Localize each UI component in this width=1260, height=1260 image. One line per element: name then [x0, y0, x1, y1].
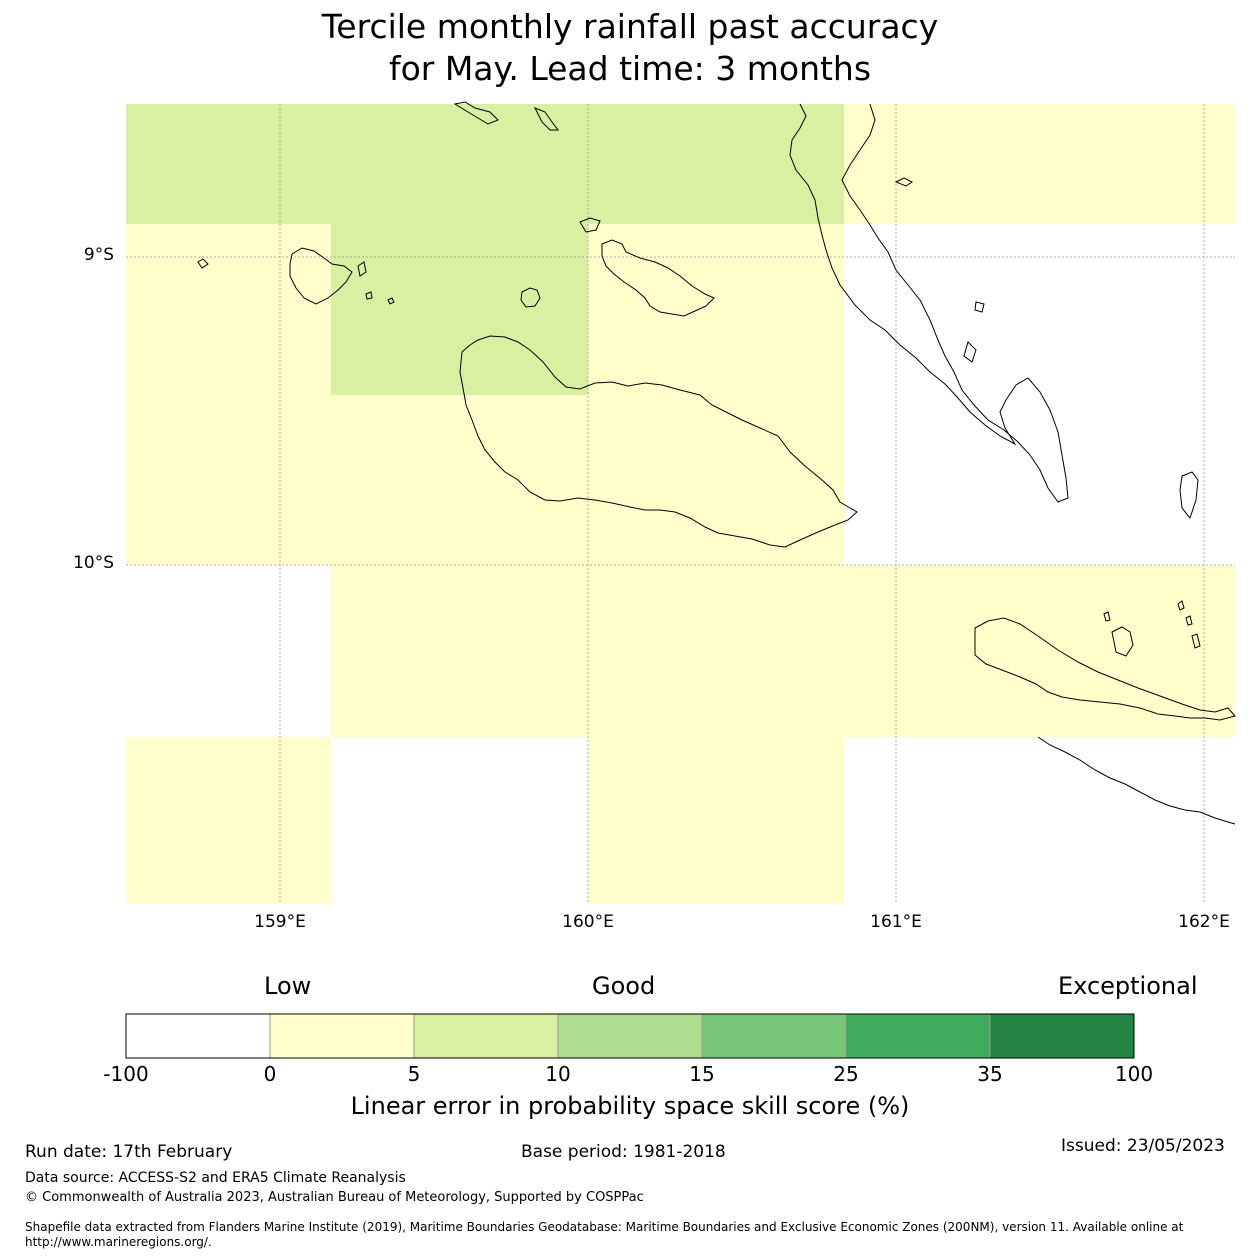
colorbar-tick: 10 [545, 1062, 571, 1086]
coastline-florida-islands [601, 239, 715, 317]
colorbar-tick: -100 [103, 1062, 149, 1086]
colorbar-swatch [558, 1014, 702, 1058]
coastlines [197, 101, 1236, 825]
colorbar-swatch [270, 1014, 414, 1058]
legend-category-low: Low [264, 972, 312, 1000]
colorbar-tick: 100 [1114, 1062, 1154, 1086]
colorbar-tick: 25 [833, 1062, 859, 1086]
colorbar-swatch [414, 1014, 558, 1058]
lon-label-161e: 161°E [870, 912, 922, 932]
grid-cell [331, 224, 588, 395]
title-line-1: Tercile monthly rainfall past accuracy [321, 7, 939, 46]
coastline-islet [963, 341, 977, 363]
grid-cell [126, 104, 844, 224]
coastline-islet [533, 107, 559, 131]
lon-label-159e: 159°E [254, 912, 306, 932]
colorbar-title: Linear error in probability space skill … [350, 1092, 910, 1120]
grid-cell [126, 737, 331, 904]
copyright: © Commonwealth of Australia 2023, Austra… [25, 1190, 644, 1205]
coastline-russell-islands [289, 247, 353, 305]
coastline-islet [365, 291, 373, 300]
coastline-islet [1179, 471, 1199, 520]
coastline-islet [974, 301, 985, 313]
title-line-2: for May. Lead time: 3 months [388, 49, 872, 88]
colorbar-swatch [126, 1014, 270, 1058]
coastline-islet [1177, 600, 1185, 611]
coastline-south-coast [1037, 736, 1236, 825]
data-source: Data source: ACCESS-S2 and ERA5 Climate … [25, 1170, 406, 1186]
grid-cell [588, 737, 844, 904]
lon-label-162e: 162°E [1178, 912, 1230, 932]
coastline-islet [1111, 626, 1134, 657]
run-date: Run date: 17th February [25, 1142, 233, 1162]
lat-label-10s: 10°S [73, 553, 114, 573]
lon-label-160e: 160°E [562, 912, 614, 932]
grid-cell [126, 224, 331, 565]
colorbar-frame [125, 1013, 1135, 1059]
coastline-islet [1191, 633, 1201, 649]
chart-title: Tercile monthly rainfall past accuracy f… [0, 6, 1260, 90]
legend-category-exceptional: Exceptional [1058, 972, 1198, 1000]
colorbar-tick: 0 [263, 1062, 277, 1086]
coastline-guadalcanal [459, 335, 858, 548]
coastline-islet [357, 261, 367, 277]
coastline-islet [894, 177, 913, 187]
colorbar-tick: 15 [689, 1062, 715, 1086]
coastline-malaita [789, 103, 1069, 503]
colorbar-swatch [846, 1014, 990, 1058]
skill-grid [126, 104, 1235, 904]
legend-category-good: Good [592, 972, 656, 1000]
colorbar-swatch [702, 1014, 846, 1058]
coastline-savo [520, 287, 541, 308]
grid-cell [588, 224, 844, 395]
colorbar-tick: 35 [977, 1062, 1003, 1086]
base-period: Base period: 1981-2018 [521, 1142, 726, 1162]
colorbar-tick: 5 [407, 1062, 421, 1086]
graticule [126, 104, 1235, 904]
grid-cell [331, 395, 844, 565]
colorbar-swatch [990, 1014, 1134, 1058]
lat-label-9s: 9°S [83, 245, 114, 265]
coastline-islet [1103, 611, 1111, 622]
shapefile-credit: Shapefile data extracted from Flanders M… [25, 1220, 1184, 1249]
coastline-islet [387, 297, 395, 305]
grid-cell [844, 104, 1235, 224]
issued-date: Issued: 23/05/2023 [1061, 1136, 1225, 1156]
colorbar-dividers [269, 1014, 991, 1058]
grid-cell [331, 565, 1235, 737]
colorbar [125, 1013, 1135, 1059]
coastline-isabel-tip [453, 101, 499, 125]
coastline-islet [1185, 615, 1193, 626]
coastline-islet [579, 217, 601, 233]
coastline-makira [974, 617, 1236, 721]
coastline-islet [197, 258, 209, 269]
